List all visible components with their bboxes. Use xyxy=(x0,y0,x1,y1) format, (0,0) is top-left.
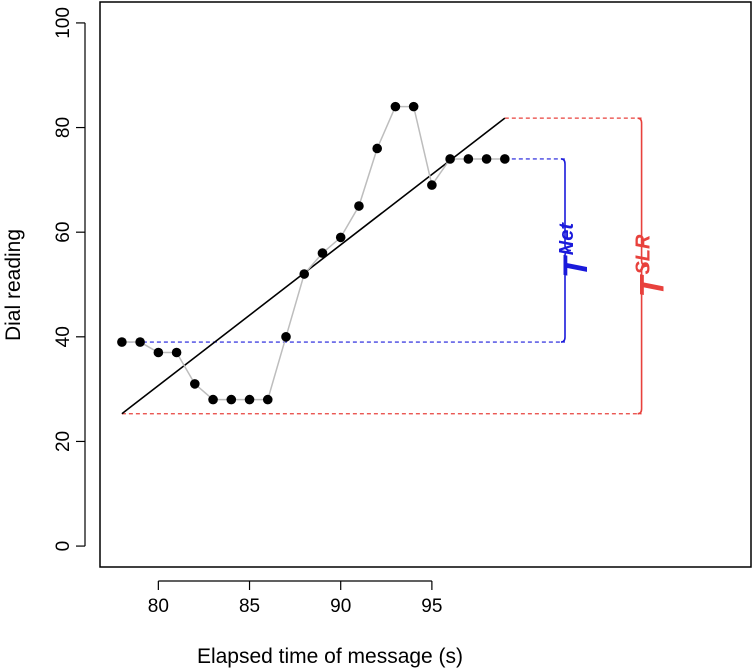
data-point xyxy=(408,101,419,112)
data-point xyxy=(171,347,182,358)
y-tick-label: 20 xyxy=(53,431,74,452)
data-point xyxy=(427,180,437,190)
data-point xyxy=(153,347,164,358)
slr-bracket xyxy=(637,117,648,415)
x-tick-label: 95 xyxy=(421,596,442,617)
y-axis: 0 20 40 60 80 100 xyxy=(53,7,86,552)
series-group xyxy=(117,101,510,405)
net-bracket xyxy=(560,158,572,343)
net-label: TNet xyxy=(556,222,595,278)
data-point xyxy=(190,379,200,389)
data-point xyxy=(299,269,310,279)
net-label-sub: Net xyxy=(556,222,578,256)
data-point xyxy=(317,248,328,258)
x-tick-label: 80 xyxy=(148,596,169,617)
net-label-main: T xyxy=(557,254,595,278)
y-tick-label: 40 xyxy=(53,326,74,347)
slr-label-sub: SLR xyxy=(633,234,655,275)
plot-box xyxy=(99,1,752,568)
data-point xyxy=(135,337,145,347)
data-point xyxy=(208,394,218,405)
y-axis-label: Dial reading xyxy=(2,229,25,341)
y-tick-label: 60 xyxy=(53,222,74,243)
data-point xyxy=(445,154,455,164)
data-point xyxy=(463,154,474,164)
x-axis-label: Elapsed time of message (s) xyxy=(197,645,463,668)
data-point xyxy=(244,394,255,405)
data-point xyxy=(372,143,382,154)
data-point xyxy=(117,337,127,347)
x-tick-label: 90 xyxy=(330,596,351,617)
data-point xyxy=(354,201,364,211)
slr-label-main: T xyxy=(634,273,672,297)
data-point xyxy=(281,332,291,342)
fit-line xyxy=(121,117,506,415)
y-tick-label: 0 xyxy=(53,541,74,552)
x-tick-label: 85 xyxy=(239,596,260,617)
data-point xyxy=(262,394,273,405)
slr-label: TSLR xyxy=(633,234,672,297)
data-point xyxy=(500,154,510,164)
data-point xyxy=(335,232,346,243)
data-point xyxy=(481,154,492,164)
fit-line-group xyxy=(121,117,506,415)
x-axis: 80 85 90 95 xyxy=(148,580,442,617)
reference-dashes xyxy=(121,117,642,415)
y-tick-label: 80 xyxy=(53,117,74,138)
series-line xyxy=(121,105,505,401)
data-point xyxy=(226,394,237,405)
data-point xyxy=(390,101,401,112)
y-tick-label: 100 xyxy=(53,7,74,39)
